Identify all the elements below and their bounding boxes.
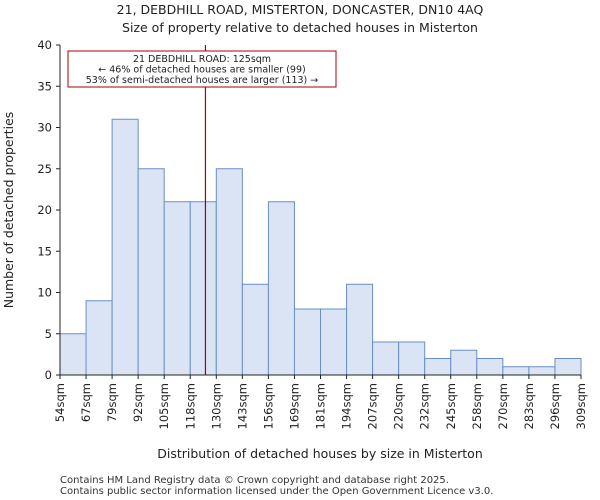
- bar-92sqm: [137, 168, 165, 376]
- x-tick-label-181sqm: 181sqm: [314, 383, 328, 429]
- bar-283sqm: [528, 366, 556, 376]
- x-tick-label-92sqm: 92sqm: [131, 383, 145, 422]
- footer-line-2: Contains public sector information licen…: [60, 486, 493, 497]
- x-tick-label-194sqm: 194sqm: [340, 383, 354, 429]
- axes-layer: 0 5 10 15 20 25 30 35 40 54sqm 67sqm 79sqm 92sqm 105s…: [37, 38, 588, 429]
- annotation-line-2: ← 46% of detached houses are smaller (99…: [98, 65, 305, 76]
- bar-118sqm: [189, 201, 217, 376]
- bar-169sqm: [293, 308, 322, 376]
- x-tick-label-118sqm: 118sqm: [183, 383, 197, 429]
- y-tick-label-5: 5: [45, 327, 52, 341]
- x-tick-label-105sqm: 105sqm: [157, 383, 171, 429]
- x-tick-label-232sqm: 232sqm: [418, 383, 432, 429]
- y-tick-label-30: 30: [37, 121, 52, 135]
- annotation-line-3: 53% of semi-detached houses are larger (…: [86, 75, 319, 86]
- bar-67sqm: [85, 300, 113, 376]
- y-tick-label-10: 10: [37, 286, 52, 300]
- bar-105sqm: [163, 201, 191, 376]
- x-axis-label: Distribution of detached houses by size …: [157, 446, 483, 461]
- x-tick-label-270sqm: 270sqm: [496, 383, 510, 429]
- bar-79sqm: [111, 118, 139, 376]
- bar-207sqm: [372, 341, 400, 376]
- y-tick-label-25: 25: [37, 162, 52, 176]
- chart-subtitle: Size of property relative to detached ho…: [122, 20, 478, 35]
- bar-296sqm: [554, 358, 582, 376]
- x-tick-label-79sqm: 79sqm: [105, 383, 119, 422]
- y-tick-label-20: 20: [37, 203, 52, 217]
- bar-232sqm: [424, 358, 452, 376]
- annotation-line-1: 21 DEBDHILL ROAD: 125sqm: [133, 54, 271, 65]
- bar-130sqm: [215, 168, 243, 376]
- x-tick-label-283sqm: 283sqm: [522, 383, 536, 429]
- x-tick-label-296sqm: 296sqm: [548, 383, 562, 429]
- annotation-box: 21 DEBDHILL ROAD: 125sqm ← 46% of detach…: [67, 50, 337, 88]
- x-tick-label-130sqm: 130sqm: [209, 383, 223, 429]
- y-tick-label-40: 40: [37, 38, 52, 52]
- y-axis-label: Number of detached properties: [1, 112, 16, 309]
- x-tick-label-258sqm: 258sqm: [470, 383, 484, 429]
- footer-line-1: Contains HM Land Registry data © Crown c…: [60, 475, 449, 486]
- y-tick-label-35: 35: [37, 79, 52, 93]
- annotation-border: [67, 50, 337, 88]
- chart-title: 21, DEBDHILL ROAD, MISTERTON, DONCASTER,…: [117, 2, 484, 17]
- bar-270sqm: [502, 366, 530, 376]
- bar-258sqm: [476, 358, 504, 376]
- bar-156sqm: [267, 201, 295, 376]
- x-tick-label-309sqm: 309sqm: [574, 383, 588, 429]
- x-tick-label-207sqm: 207sqm: [366, 383, 380, 429]
- x-tick-label-143sqm: 143sqm: [235, 383, 249, 429]
- x-tick-label-169sqm: 169sqm: [287, 383, 301, 429]
- bar-245sqm: [450, 349, 478, 376]
- bar-54sqm: [59, 333, 87, 376]
- x-tick-label-245sqm: 245sqm: [444, 383, 458, 429]
- x-tick-label-156sqm: 156sqm: [261, 383, 275, 429]
- x-tick-label-220sqm: 220sqm: [392, 383, 406, 429]
- y-tick-label-15: 15: [37, 244, 52, 258]
- x-tick-label-54sqm: 54sqm: [53, 383, 67, 422]
- x-tick-label-67sqm: 67sqm: [79, 383, 93, 422]
- bars-layer: [59, 118, 582, 376]
- bar-181sqm: [320, 308, 348, 376]
- y-tick-label-0: 0: [45, 368, 52, 382]
- bar-194sqm: [346, 283, 374, 376]
- bar-143sqm: [241, 283, 269, 376]
- bar-220sqm: [398, 341, 426, 376]
